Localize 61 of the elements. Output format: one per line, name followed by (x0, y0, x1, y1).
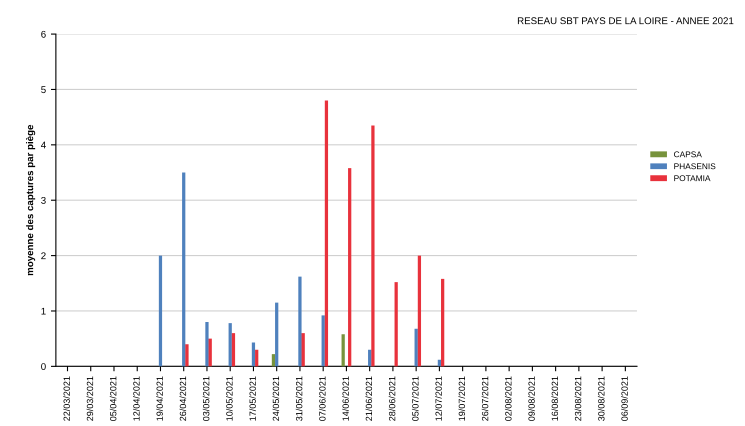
legend-label: POTAMIA (674, 175, 710, 182)
bar (232, 333, 236, 366)
x-tick-label: 05/04/2021 (110, 376, 116, 421)
x-tick-label: 23/08/2021 (574, 376, 582, 421)
x-tick-label: 05/07/2021 (412, 376, 419, 421)
x-tick-label: 12/04/2021 (133, 376, 140, 421)
x-tick-label: 19/07/2021 (458, 376, 466, 421)
bar (394, 282, 398, 366)
y-axis-title: moyenne des captures par piège (26, 124, 36, 276)
x-tick-label: 19/04/2021 (156, 376, 163, 421)
bar (158, 256, 162, 366)
bar (324, 100, 328, 366)
x-tick-label: 09/08/2021 (528, 376, 535, 421)
bar (302, 333, 305, 366)
y-tick-label: 1 (41, 308, 46, 315)
x-tick-label: 26/07/2021 (482, 376, 488, 421)
bar (205, 322, 209, 366)
bar (228, 323, 232, 366)
x-tick-label: 17/05/2021 (249, 376, 256, 421)
bar (208, 338, 212, 366)
x-tick-label: 28/06/2021 (388, 376, 396, 421)
y-tick-label: 2 (41, 252, 46, 260)
y-tick-label: 4 (40, 142, 46, 148)
x-tick-label: 24/05/2021 (272, 376, 280, 421)
x-tick-label: 03/05/2021 (202, 376, 210, 421)
y-tick-label: 3 (41, 196, 46, 204)
x-tick-label: 30/08/2021 (598, 376, 605, 421)
chart-title: RESEAU SBT PAYS DE LA LOIRE - ANNEE 2021 (518, 17, 734, 24)
x-tick-label: 06/09/2021 (621, 376, 628, 421)
x-tick-label: 14/06/2021 (342, 376, 349, 421)
bar (298, 276, 302, 366)
x-tick-label: 31/05/2021 (296, 376, 302, 421)
bar (185, 344, 189, 366)
y-tick-label: 5 (41, 86, 46, 94)
bar (371, 125, 375, 366)
bar (368, 350, 372, 366)
legend-label: CAPSA (674, 151, 702, 158)
legend-label: PHASENIS (674, 163, 716, 170)
bar (275, 302, 278, 366)
x-tick-label: 12/07/2021 (435, 376, 442, 421)
x-tick-label: 21/06/2021 (365, 376, 372, 421)
bar (414, 328, 418, 366)
bar (441, 278, 444, 366)
bar (272, 354, 276, 366)
x-tick-label: 26/04/2021 (180, 376, 186, 421)
bar (342, 334, 345, 366)
bar (182, 172, 186, 366)
bar (348, 168, 352, 366)
x-tick-label: 07/06/2021 (318, 376, 326, 421)
x-tick-label: 02/08/2021 (504, 376, 512, 421)
bar (252, 342, 256, 366)
bar (255, 350, 258, 366)
bar (322, 315, 325, 366)
y-tick-label: 6 (41, 30, 46, 38)
bar (438, 360, 442, 366)
x-tick-label: 16/08/2021 (551, 376, 558, 421)
x-tick-label: 29/03/2021 (86, 376, 94, 421)
bar (418, 256, 422, 366)
x-tick-label: 22/03/2021 (63, 376, 70, 421)
x-tick-label: 10/05/2021 (226, 376, 233, 421)
y-tick-label: 0 (41, 363, 46, 370)
